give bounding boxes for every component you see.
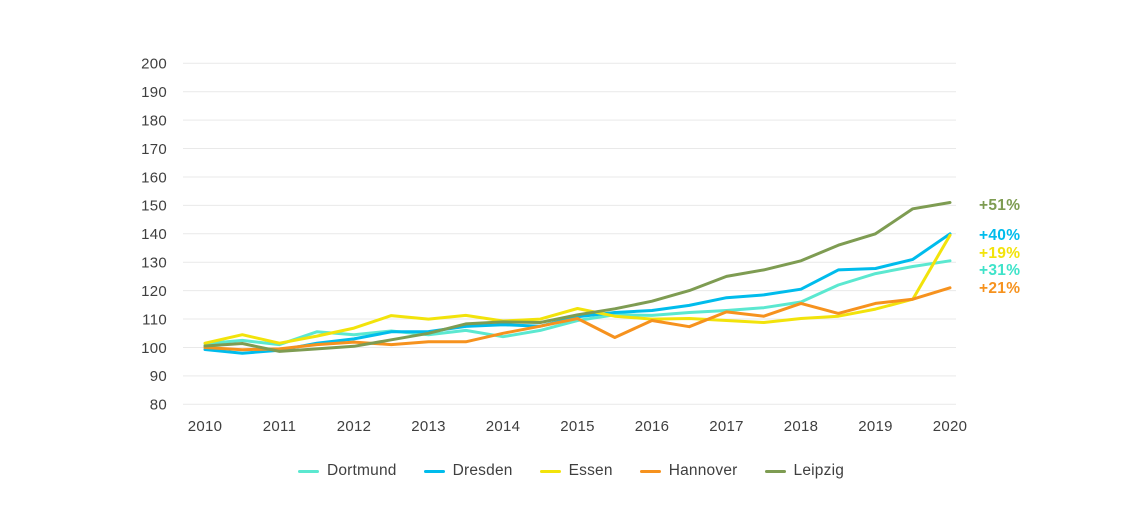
legend-label: Leipzig: [793, 462, 845, 479]
y-axis-tick-label: 190: [141, 84, 167, 101]
growth-label-leipzig: +51%: [979, 197, 1020, 214]
y-axis-tick-label: 150: [141, 198, 167, 215]
line-chart-plot: 200 190 180 170 160 150 140 130 120 110 100 90 80 201…: [141, 56, 1020, 435]
y-axis-tick-label: 160: [141, 169, 167, 186]
chart-legend: Dortmund Dresden Essen Hannover Leipzig: [0, 462, 1142, 480]
y-axis-tick-label: 100: [141, 340, 167, 357]
legend-swatch-icon: [639, 469, 661, 473]
y-axis-tick-label: 130: [141, 255, 167, 272]
legend-label: Hannover: [668, 462, 738, 479]
legend-item-hannover[interactable]: Hannover: [639, 462, 738, 480]
series-line-hannover: [203, 286, 952, 352]
growth-label-essen: +19%: [979, 245, 1020, 262]
legend-item-dresden[interactable]: Dresden: [423, 462, 513, 480]
series-line-leipzig: [203, 201, 952, 353]
x-axis-tick-label: 2016: [635, 418, 670, 435]
x-axis-tick-label: 2017: [709, 418, 744, 435]
series-line-essen: [203, 233, 952, 345]
x-axis-tick-label: 2011: [263, 418, 296, 435]
legend-swatch-icon: [297, 469, 319, 473]
growth-label-hannover: +21%: [979, 280, 1020, 297]
legend-swatch-icon: [764, 469, 786, 473]
legend-swatch-icon: [423, 469, 445, 473]
legend-label: Dresden: [452, 462, 513, 479]
legend-swatch-icon: [539, 469, 561, 473]
legend-item-dortmund[interactable]: Dortmund: [297, 462, 397, 480]
y-axis-tick-label: 180: [141, 112, 167, 129]
legend-label: Dortmund: [326, 462, 397, 479]
y-axis-tick-label: 200: [141, 56, 167, 73]
legend-label: Essen: [568, 462, 613, 479]
series-line-dresden: [203, 232, 952, 355]
y-axis-tick-label: 140: [141, 226, 167, 243]
growth-label-dortmund: +31%: [979, 262, 1020, 279]
x-axis-tick-label: 2020: [933, 418, 968, 435]
x-axis-tick-label: 2018: [784, 418, 819, 435]
x-axis-tick-label: 2013: [411, 418, 446, 435]
y-axis-tick-label: 110: [142, 311, 167, 328]
legend-item-leipzig[interactable]: Leipzig: [764, 462, 845, 480]
x-axis-tick-label: 2012: [337, 418, 372, 435]
y-axis-tick-label: 170: [141, 141, 167, 158]
x-axis-tick-label: 2019: [858, 418, 893, 435]
legend-item-essen[interactable]: Essen: [539, 462, 613, 480]
x-axis-tick-label: 2014: [486, 418, 521, 435]
x-axis-tick-label: 2015: [560, 418, 595, 435]
growth-label-dresden: +40%: [979, 227, 1020, 244]
y-axis-tick-label: 90: [150, 368, 167, 385]
y-axis-tick-label: 120: [141, 283, 167, 300]
y-axis-tick-label: 80: [150, 397, 167, 414]
x-axis-tick-label: 2010: [188, 418, 223, 435]
series-line-dortmund: [203, 259, 952, 347]
